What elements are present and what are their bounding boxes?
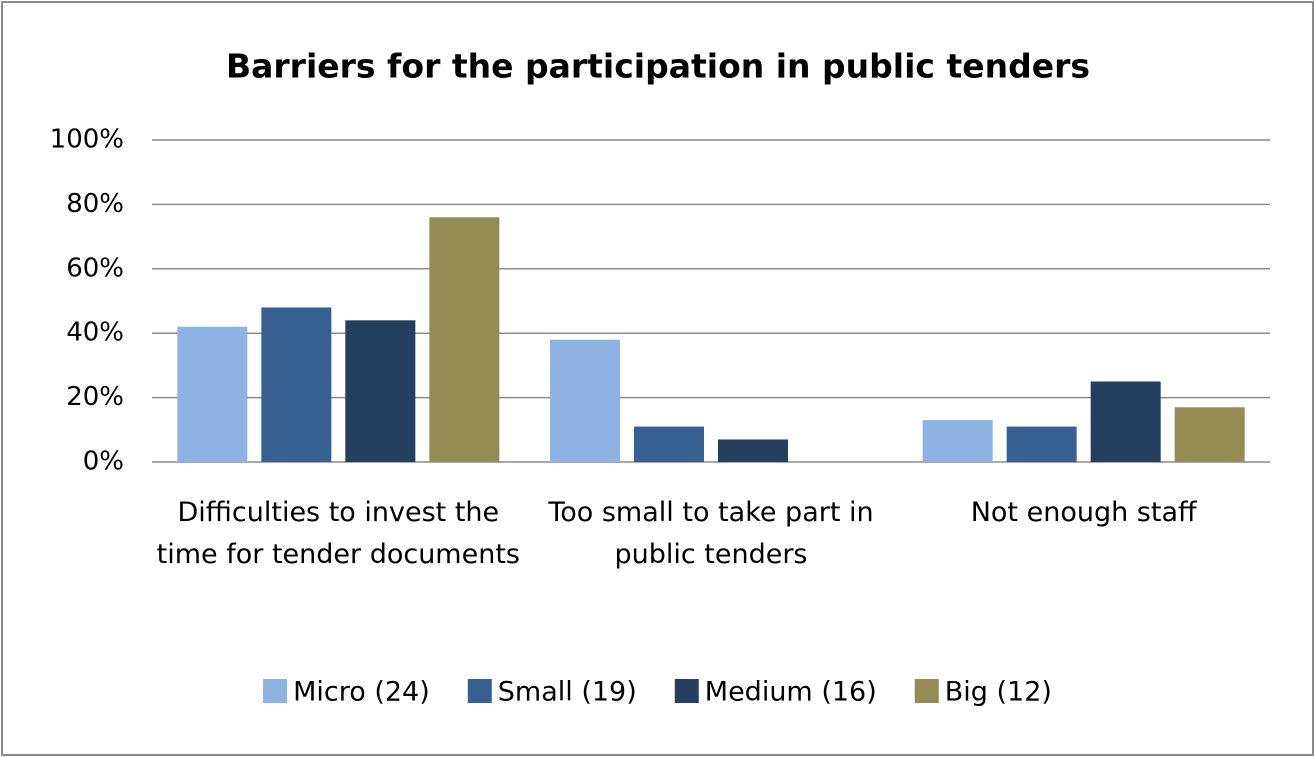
legend-label: Big (12)	[945, 677, 1052, 708]
x-tick-label: Too small to take part in public tenders	[548, 497, 874, 570]
legend-swatch	[263, 679, 288, 703]
bar	[718, 439, 788, 462]
x-tick-label-box: Too small to take part in public tenders	[548, 497, 874, 570]
bar	[1006, 426, 1077, 462]
bar	[1090, 381, 1161, 462]
y-tick-label: 80%	[66, 189, 124, 219]
x-tick-label-box: Not enough staff	[970, 497, 1197, 528]
bar	[1174, 407, 1245, 462]
bar	[345, 320, 416, 462]
y-tick-label: 100%	[50, 125, 124, 155]
bar	[177, 326, 248, 462]
y-tick-label: 20%	[66, 382, 124, 412]
bar	[634, 426, 704, 462]
legend-label: Micro (24)	[293, 677, 430, 708]
y-tick-label: 0%	[83, 447, 124, 477]
legend-swatch	[467, 679, 492, 703]
bar	[550, 339, 620, 462]
legend-label: Small (19)	[498, 677, 637, 708]
bar	[261, 307, 332, 462]
y-tick-label: 40%	[66, 318, 124, 348]
chart-title: Barriers for the participation in public…	[226, 47, 1090, 86]
legend: Micro (24) Small (19) Medium (16) Big (12)	[263, 677, 1052, 708]
legend-swatch	[914, 679, 939, 703]
bar	[429, 217, 500, 462]
x-tick-label: Not enough staff	[970, 497, 1197, 528]
bar	[922, 420, 993, 462]
legend-swatch	[674, 679, 699, 703]
x-tick-label-box: Difficulties to invest the time for tend…	[156, 497, 520, 570]
legend-label: Medium (16)	[705, 677, 877, 708]
y-tick-label: 60%	[66, 253, 124, 283]
x-tick-label: Difficulties to invest the time for tend…	[156, 497, 520, 570]
